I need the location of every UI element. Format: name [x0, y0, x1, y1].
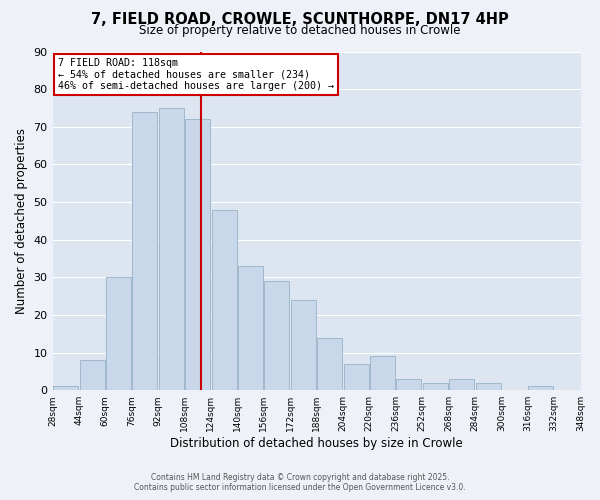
Bar	[53, 386, 78, 390]
Bar	[476, 382, 500, 390]
Bar	[159, 108, 184, 390]
Bar	[317, 338, 342, 390]
Bar	[397, 379, 421, 390]
Text: 7 FIELD ROAD: 118sqm
← 54% of detached houses are smaller (234)
46% of semi-deta: 7 FIELD ROAD: 118sqm ← 54% of detached h…	[58, 58, 334, 92]
Bar	[529, 386, 553, 390]
Text: 7, FIELD ROAD, CROWLE, SCUNTHORPE, DN17 4HP: 7, FIELD ROAD, CROWLE, SCUNTHORPE, DN17 …	[91, 12, 509, 28]
Bar	[238, 266, 263, 390]
Bar	[80, 360, 104, 390]
Bar	[291, 300, 316, 390]
X-axis label: Distribution of detached houses by size in Crowle: Distribution of detached houses by size …	[170, 437, 463, 450]
Text: Size of property relative to detached houses in Crowle: Size of property relative to detached ho…	[139, 24, 461, 37]
Bar	[265, 281, 289, 390]
Y-axis label: Number of detached properties: Number of detached properties	[15, 128, 28, 314]
Bar	[106, 278, 131, 390]
Text: Contains HM Land Registry data © Crown copyright and database right 2025.
Contai: Contains HM Land Registry data © Crown c…	[134, 473, 466, 492]
Bar	[133, 112, 157, 390]
Bar	[449, 379, 474, 390]
Bar	[344, 364, 368, 390]
Bar	[185, 119, 210, 390]
Bar	[370, 356, 395, 390]
Bar	[423, 382, 448, 390]
Bar	[212, 210, 236, 390]
